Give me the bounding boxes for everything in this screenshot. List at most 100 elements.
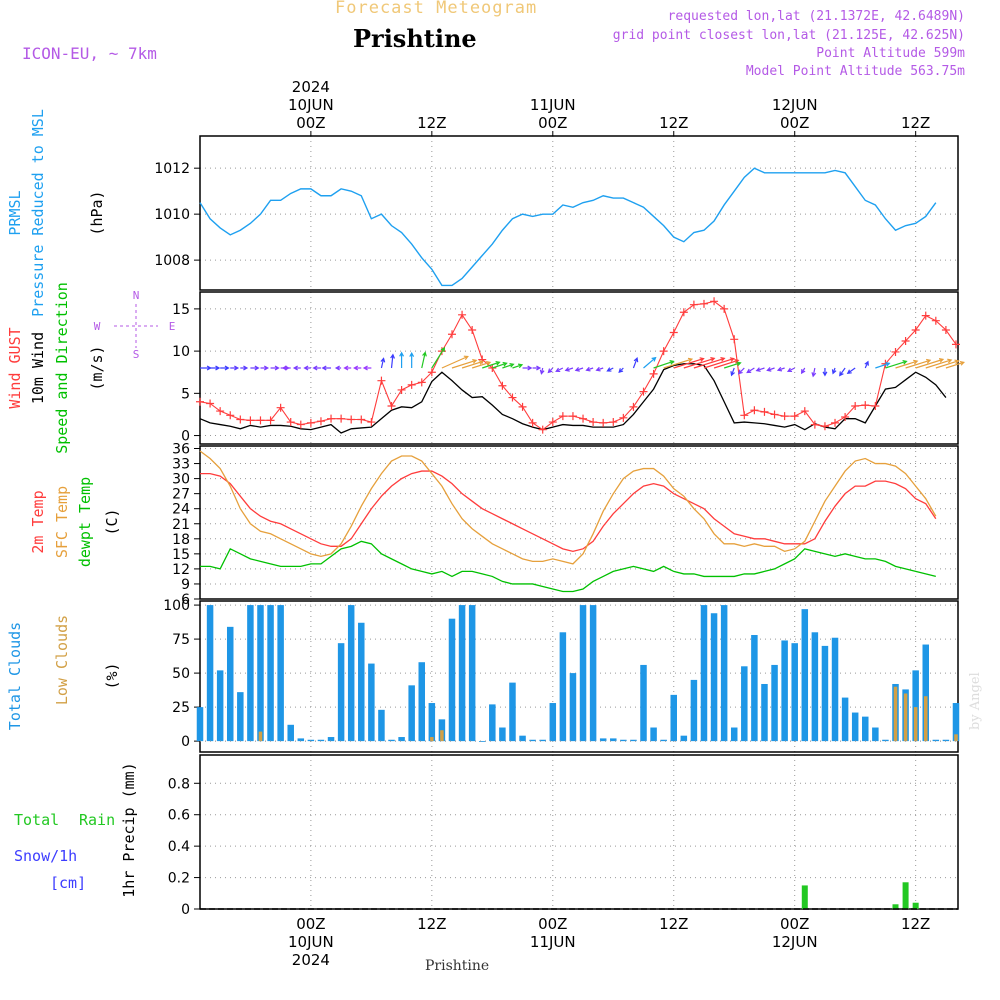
temp-2m-label: 2m Temp: [29, 490, 47, 553]
total-cloud-bar: [610, 738, 617, 742]
total-cloud-bar: [831, 637, 839, 742]
location-title: Prishtine: [353, 24, 477, 53]
wind-direction-arrow: [885, 359, 908, 369]
bottom-time-label: 00Z: [780, 915, 809, 933]
compass-west: W: [94, 320, 101, 333]
gust-marker: [679, 308, 688, 317]
total-cloud-bar: [630, 739, 637, 742]
wind-direction-arrow: [564, 367, 574, 372]
wind-direction-arrow: [555, 367, 564, 373]
wind-gust-label: Wind GUST: [6, 327, 24, 408]
total-cloud-bar: [791, 643, 798, 742]
gust-marker: [951, 340, 960, 349]
wind-direction-arrow: [492, 361, 508, 369]
top-time-label: 10JUN: [288, 96, 334, 114]
bottom-time-label: 12JUN: [772, 933, 818, 951]
top-time-label: 00Z: [538, 114, 567, 132]
total-cloud-bar: [257, 605, 264, 742]
wind-direction-arrow: [482, 360, 501, 369]
gust-marker: [528, 418, 537, 427]
total-cloud-bar: [358, 622, 365, 742]
total-cloud-bar: [237, 692, 244, 742]
wind-direction-arrow: [210, 365, 221, 371]
gust-marker: [407, 380, 416, 389]
y-tick-label: 0: [181, 902, 190, 918]
wind-direction-arrow: [240, 365, 249, 371]
gust-marker: [710, 297, 719, 306]
gust-marker: [820, 422, 829, 431]
temp-line-1: [199, 450, 937, 565]
wind-direction-arrow: [864, 360, 869, 369]
total-cloud-bar: [297, 738, 305, 742]
bottom-time-label: 12Z: [659, 915, 688, 933]
total-cloud-bar: [468, 605, 476, 742]
product-title: Forecast Meteogram: [335, 0, 538, 18]
gust-marker: [538, 425, 547, 434]
wind-direction-arrow: [585, 366, 594, 372]
total-cloud-bar: [741, 666, 748, 742]
total-cloud-bar: [670, 694, 677, 742]
panel-precip: 0 0.2 0.4 0.6 0.8: [168, 754, 959, 918]
total-cloud-bar: [347, 605, 355, 742]
gust-marker: [861, 401, 870, 410]
wind-direction-label: Speed and Direction: [53, 282, 71, 454]
wind-direction-arrow: [915, 358, 945, 369]
gust-marker: [699, 299, 708, 308]
wind-direction-arrow: [663, 357, 694, 369]
gust-marker: [347, 415, 356, 424]
wind-direction-arrow: [595, 366, 604, 372]
gust-marker: [306, 418, 315, 427]
wind-direction-arrow: [846, 367, 856, 375]
y-tick-label: 50: [172, 666, 190, 682]
bottom-time-label: 11JUN: [530, 933, 576, 951]
panel-frame: [199, 754, 959, 910]
total-cloud-bar: [851, 712, 859, 742]
gust-marker: [447, 330, 456, 339]
snow-unit: [cm]: [50, 874, 86, 892]
gridpoint-coords: grid point closest lon,lat (21.125E, 42.…: [612, 28, 965, 43]
gust-marker: [296, 420, 305, 429]
total-cloud-bar: [499, 727, 506, 742]
gust-marker: [508, 393, 517, 402]
total-cloud-bar: [761, 683, 768, 742]
wind-direction-arrow: [250, 365, 260, 371]
total-cloud-bar: [247, 605, 254, 742]
gust-marker: [196, 397, 204, 406]
temp-dewpt-label: dewpt Temp: [76, 477, 94, 567]
wind-direction-arrow: [786, 367, 795, 373]
wind-direction-arrow: [200, 365, 212, 371]
total-cloud-bar: [489, 704, 496, 742]
y-tick-label: 0.6: [168, 808, 190, 824]
wind-direction-arrow: [737, 367, 745, 375]
gust-marker: [800, 407, 809, 416]
wind-direction-arrow: [547, 367, 554, 374]
total-cloud-bar: [277, 605, 284, 742]
wind-direction-arrow: [512, 363, 524, 369]
wind-direction-arrow: [303, 365, 311, 371]
low-cloud-bar: [913, 707, 918, 742]
pressure-line: [199, 167, 937, 287]
gust-marker: [468, 326, 477, 334]
wind-direction-arrow: [451, 359, 478, 369]
wind-direction-arrow: [618, 367, 624, 374]
gust-marker: [760, 407, 769, 416]
gust-marker: [609, 418, 618, 427]
total-cloud-bar: [398, 737, 405, 742]
total-cloud-bar: [519, 735, 526, 742]
y-tick-label: 1010: [154, 207, 190, 223]
total-cloud-bar: [206, 605, 214, 742]
wind-speed-label: 10m Wind: [29, 332, 47, 404]
total-cloud-bar: [307, 739, 315, 742]
wind-direction-arrow: [822, 368, 828, 377]
gust-marker: [286, 418, 295, 427]
gust-marker: [941, 326, 950, 334]
top-time-label: 12Z: [659, 114, 688, 132]
wind-gust-line: [199, 300, 957, 431]
total-cloud-bar: [458, 605, 466, 742]
wind-direction-arrow: [713, 359, 740, 369]
bottom-time-label: 00Z: [296, 915, 325, 933]
clouds-unit: (%): [103, 662, 121, 689]
wind-direction-arrow: [539, 367, 545, 375]
y-tick-label: 1008: [154, 253, 190, 269]
